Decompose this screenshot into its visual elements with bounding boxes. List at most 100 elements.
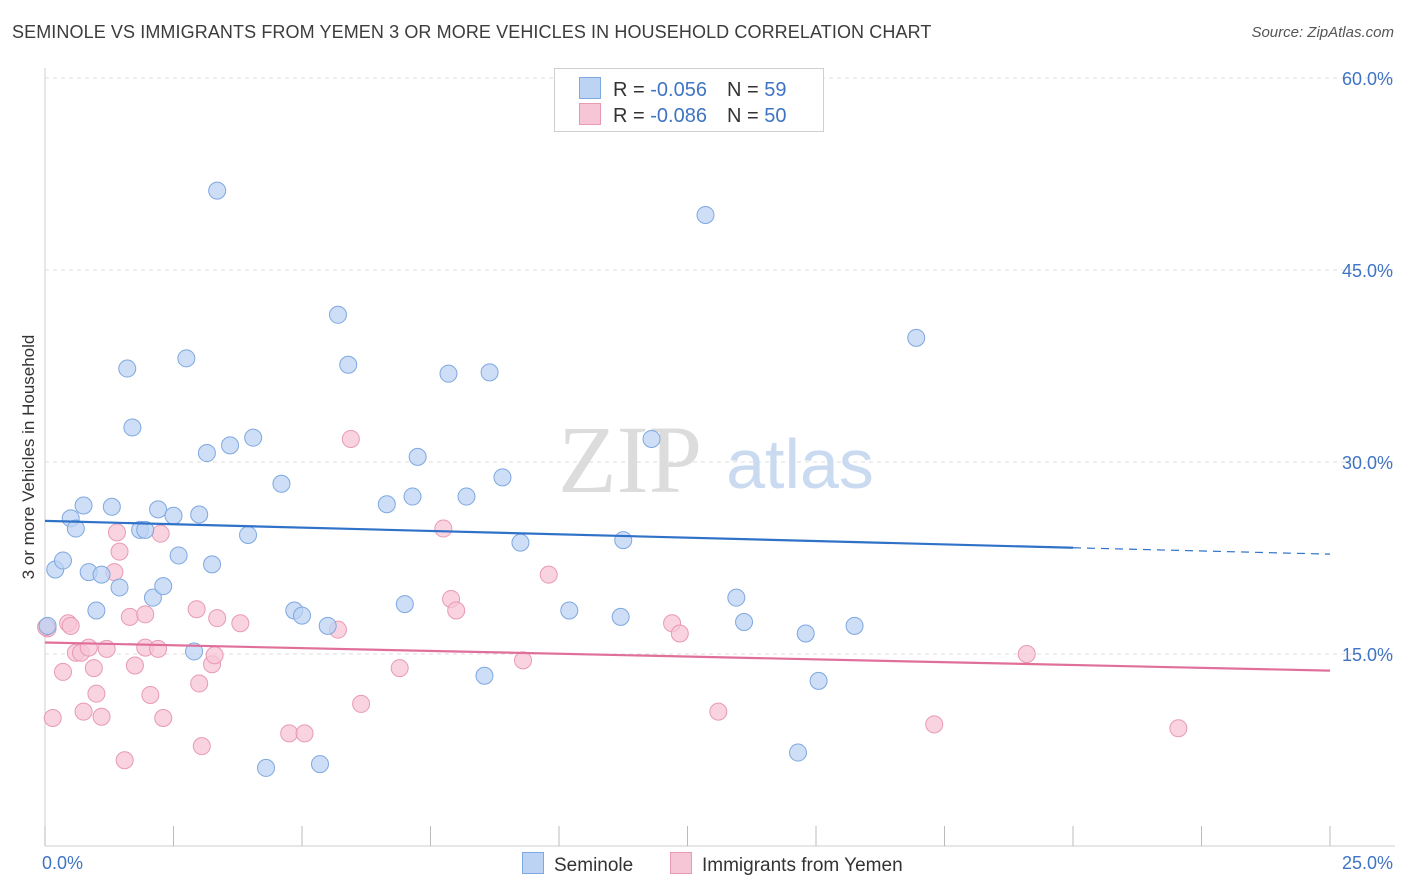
yemen-point: [280, 724, 299, 743]
y-tick-label: 60.0%: [1342, 69, 1393, 89]
yemen-trend-line: [44, 641, 1331, 672]
seminole-point: [511, 533, 530, 552]
n-value: 59: [764, 79, 787, 101]
yemen-point: [434, 519, 453, 538]
yemen-point: [53, 662, 72, 681]
source-credit: Source: ZipAtlas.com: [1251, 24, 1394, 41]
seminole-point: [845, 616, 864, 635]
seminole-point: [727, 588, 746, 607]
seminole-point: [475, 666, 494, 685]
y-tick-label: 30.0%: [1342, 453, 1393, 473]
r-value: -0.086: [650, 105, 707, 127]
seminole-point: [318, 616, 337, 635]
yemen-point: [79, 638, 98, 657]
yemen-legend-swatch: [670, 852, 692, 874]
yemen-point: [447, 601, 466, 620]
seminole-point: [208, 181, 227, 200]
seminole-point: [185, 642, 204, 661]
seminole-point: [164, 506, 183, 525]
yemen-point: [125, 656, 144, 675]
seminole-point: [439, 364, 458, 383]
yemen-point: [352, 694, 371, 713]
seminole-legend-swatch: [522, 852, 544, 874]
yemen-point: [208, 609, 227, 628]
yemen-points: [37, 429, 1188, 770]
seminole-point: [102, 497, 121, 516]
tick-labels: 15.0% 30.0% 45.0% 60.0% 0.0% 25.0%: [42, 69, 1393, 873]
yemen-point: [539, 565, 558, 584]
seminole-point: [809, 671, 828, 690]
yemen-point: [187, 600, 206, 619]
yemen-point: [390, 659, 409, 678]
seminole-trend-extension: [1072, 547, 1331, 555]
correlation-legend: R = -0.056 N = 59 R = -0.086 N = 50: [554, 68, 824, 132]
seminole-point: [221, 436, 240, 455]
yemen-point: [61, 616, 80, 635]
seminole-point: [457, 487, 476, 506]
yemen-point: [341, 429, 360, 448]
yemen-point: [84, 659, 103, 678]
seminole-point: [53, 551, 72, 570]
seminole-swatch: [579, 77, 601, 99]
seminole-point: [257, 758, 276, 777]
n-label: N =: [726, 105, 765, 127]
yemen-point: [709, 702, 728, 721]
legend-item-yemen: Immigrants from Yemen: [670, 852, 903, 877]
seminole-point: [696, 205, 715, 224]
watermark-zip: ZIP: [558, 406, 702, 513]
gridlines: [45, 77, 1395, 655]
yemen-legend-label: Immigrants from Yemen: [702, 855, 903, 876]
yemen-point: [110, 542, 129, 561]
seminole-point: [611, 607, 630, 626]
yemen-point: [149, 639, 168, 658]
yemen-point: [154, 709, 173, 727]
seminole-point: [642, 429, 661, 448]
r-label: R =: [613, 105, 651, 127]
seminole-point: [177, 349, 196, 368]
axes: [44, 68, 1395, 847]
yemen-point: [74, 702, 93, 721]
yemen-point: [514, 651, 533, 670]
yemen-point: [1169, 719, 1188, 738]
seminole-point: [110, 578, 129, 597]
seminole-point: [560, 601, 579, 620]
n-label: N =: [726, 79, 765, 101]
trend-lines: [44, 519, 1331, 672]
seminole-point: [310, 755, 329, 774]
seminole-point: [123, 418, 142, 437]
x-tick-label: 0.0%: [42, 853, 83, 873]
r-label: R =: [613, 79, 651, 101]
yemen-point: [1017, 645, 1036, 663]
seminole-point: [293, 606, 311, 625]
yemen-point: [87, 684, 106, 703]
yemen-point: [670, 624, 689, 643]
seminole-point: [272, 474, 291, 493]
yemen-point: [190, 674, 209, 693]
yemen-point: [43, 709, 62, 727]
seminole-point: [377, 495, 396, 514]
seminole-point: [339, 355, 358, 374]
chart-title: SEMINOLE VS IMMIGRANTS FROM YEMEN 3 OR M…: [12, 22, 932, 42]
legend-row-seminole: R = -0.056 N = 59: [579, 77, 786, 101]
seminole-point: [136, 520, 155, 539]
yemen-point: [231, 614, 250, 633]
seminole-point: [239, 525, 258, 544]
seminole-point: [190, 505, 209, 524]
seminole-point: [735, 613, 754, 631]
seminole-point: [395, 595, 414, 614]
seminole-point: [118, 359, 137, 378]
seminole-point: [907, 328, 926, 347]
seminole-point: [789, 743, 808, 762]
seminole-points: [38, 181, 926, 777]
yemen-point: [120, 607, 139, 626]
y-axis-label: 3 or more Vehicles in Household: [19, 335, 38, 580]
seminole-point: [403, 487, 422, 506]
yemen-point: [136, 605, 155, 624]
seminole-point: [74, 496, 93, 515]
y-tick-label: 45.0%: [1342, 261, 1393, 281]
yemen-point: [151, 524, 170, 543]
seminole-point: [203, 555, 222, 574]
seminole-point: [244, 428, 263, 447]
watermark: ZIP atlas: [558, 406, 874, 513]
seminole-point: [92, 565, 111, 584]
